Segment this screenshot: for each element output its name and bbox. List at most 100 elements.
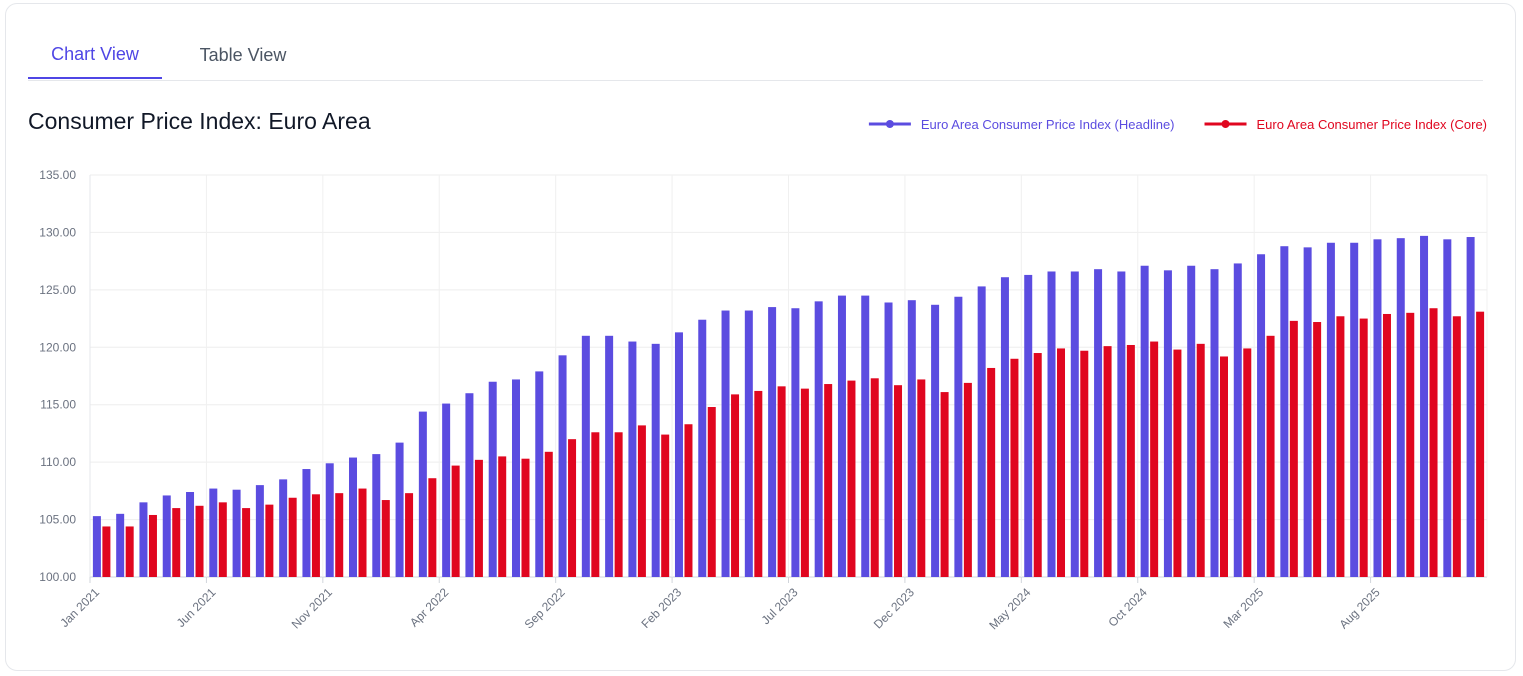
core-bar	[940, 392, 949, 577]
headline-bar	[488, 381, 497, 577]
headline-bar	[674, 332, 683, 577]
y-tick-label: 125.00	[39, 283, 76, 297]
core-bar	[731, 394, 740, 577]
x-tick-label: Jan 2021	[57, 585, 102, 630]
core-bar	[1033, 353, 1042, 577]
core-bar	[1219, 356, 1228, 577]
x-tick-label: Aug 2025	[1336, 585, 1382, 631]
headline-bar	[1000, 277, 1009, 577]
headline-bar	[954, 296, 963, 577]
headline-bar	[302, 469, 311, 577]
core-bar	[800, 388, 809, 577]
headline-bar	[651, 343, 660, 577]
core-bar	[405, 493, 414, 577]
headline-bar	[1443, 239, 1452, 577]
core-bar	[311, 494, 320, 577]
headline-bar	[768, 307, 777, 577]
headline-bar	[442, 403, 451, 577]
headline-bar	[349, 457, 358, 577]
headline-bar	[1303, 247, 1312, 578]
chart-title: Consumer Price Index: Euro Area	[28, 108, 371, 134]
headline-bar	[186, 492, 195, 577]
core-bar	[1010, 358, 1019, 577]
core-bar	[474, 459, 483, 577]
view-tabs: Chart View Table View	[28, 30, 1483, 81]
core-bar	[1406, 312, 1415, 577]
headline-bar	[92, 516, 101, 577]
y-tick-label: 110.00	[40, 455, 76, 469]
core-bar	[1080, 350, 1089, 577]
core-bar	[684, 424, 693, 577]
headline-bar	[814, 301, 823, 577]
headline-bar	[837, 295, 846, 577]
x-tick-label: Sep 2022	[522, 585, 568, 631]
core-bar	[1336, 316, 1345, 577]
headline-bar	[255, 485, 264, 577]
core-bar	[917, 379, 926, 577]
headline-bar	[116, 513, 125, 577]
headline-bar	[861, 295, 870, 577]
headline-bar	[1117, 271, 1126, 577]
x-tick-label: Feb 2023	[638, 585, 684, 631]
core-bar	[521, 458, 530, 577]
legend-swatch-dot	[1221, 120, 1230, 128]
headline-bar	[1466, 237, 1475, 577]
headline-bar	[1373, 239, 1382, 577]
core-bar	[637, 425, 646, 577]
headline-bar	[721, 310, 730, 577]
core-bar	[894, 385, 903, 577]
x-tick-label: Oct 2024	[1106, 585, 1151, 630]
core-bar	[591, 432, 600, 577]
headline-bar	[1187, 265, 1196, 577]
core-bar	[754, 390, 763, 577]
headline-bar	[1047, 271, 1056, 577]
tab-chart-view[interactable]: Chart View	[28, 30, 162, 79]
core-bar	[661, 434, 670, 577]
core-bar	[870, 378, 879, 577]
core-bar	[498, 456, 507, 577]
core-bar	[544, 451, 553, 577]
headline-bar	[581, 335, 590, 577]
x-tick-label: Mar 2025	[1221, 585, 1267, 631]
headline-bar	[1210, 269, 1219, 577]
core-bar	[218, 502, 227, 577]
x-tick-label: Jul 2023	[759, 585, 801, 627]
core-bar	[1476, 311, 1485, 577]
core-bar	[777, 386, 786, 577]
headline-bar	[744, 310, 753, 577]
headline-bar	[558, 355, 567, 577]
headline-bar	[1350, 242, 1359, 577]
headline-bar	[465, 393, 474, 577]
tab-table-view[interactable]: Table View	[178, 30, 308, 79]
headline-bar	[511, 379, 520, 577]
x-tick-label: Nov 2021	[289, 585, 335, 631]
headline-bar	[1233, 263, 1242, 577]
core-bar	[242, 508, 251, 577]
headline-bar	[628, 341, 637, 577]
core-bar	[451, 465, 460, 577]
core-bar	[1359, 318, 1368, 577]
core-bar	[1289, 320, 1298, 577]
headline-bar	[279, 479, 288, 577]
y-tick-label: 130.00	[39, 225, 76, 239]
headline-bar	[139, 502, 148, 577]
core-bar	[1173, 349, 1182, 577]
core-bar	[847, 380, 856, 577]
core-bar	[1103, 346, 1112, 577]
headline-bar	[698, 319, 707, 577]
headline-bar	[1163, 270, 1172, 577]
headline-bar	[372, 454, 381, 577]
y-tick-label: 105.00	[39, 513, 76, 527]
core-bar	[1126, 344, 1135, 577]
core-bar	[1429, 308, 1438, 577]
core-bar	[172, 508, 181, 577]
y-tick-label: 135.00	[39, 168, 76, 182]
core-bar	[1382, 313, 1391, 577]
y-tick-label: 115.00	[40, 398, 76, 412]
headline-bar	[1094, 269, 1103, 577]
core-bar	[288, 497, 297, 577]
headline-bar	[1024, 274, 1033, 577]
headline-bar	[1257, 254, 1266, 577]
y-tick-label: 100.00	[39, 570, 76, 584]
core-bar	[707, 407, 716, 577]
